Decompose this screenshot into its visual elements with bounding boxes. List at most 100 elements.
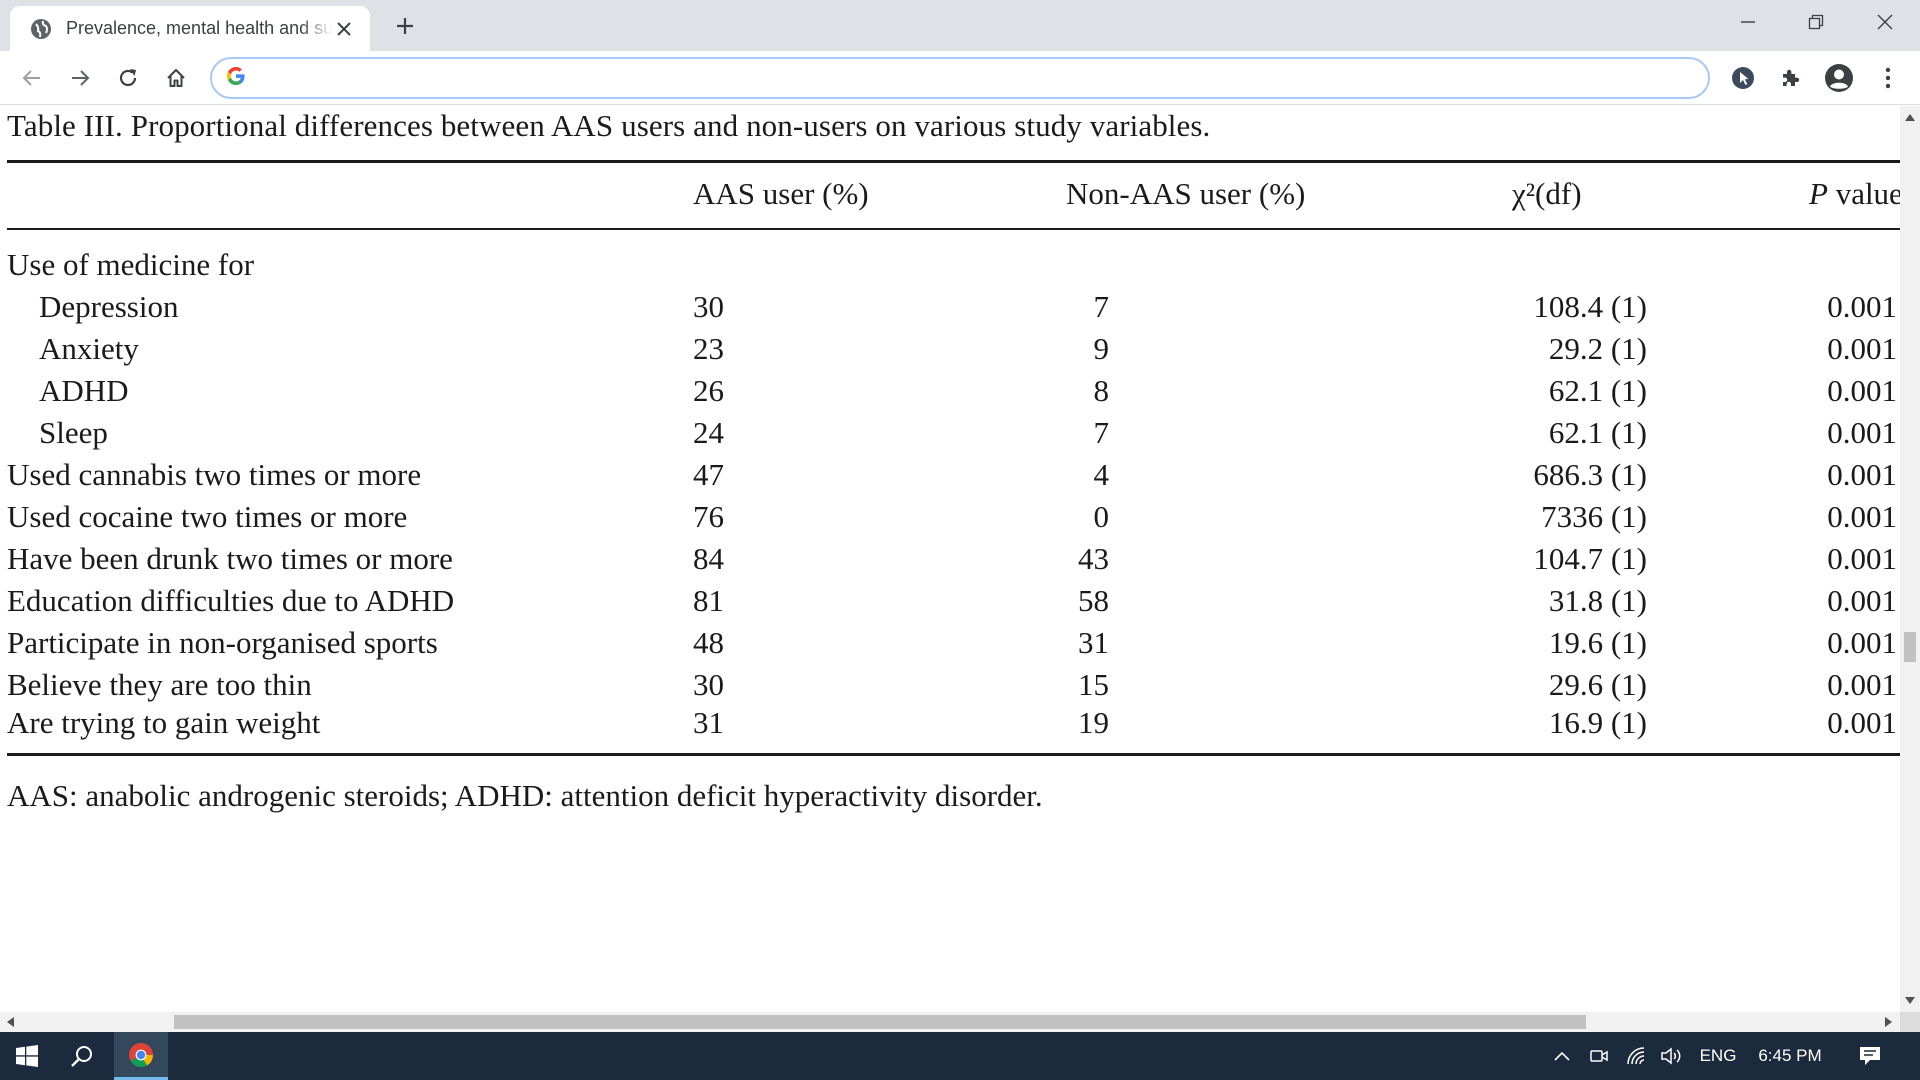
cell-aas: 81 <box>693 583 724 618</box>
table-row: Anxiety 23 9 29.2 (1) 0.001 <box>7 331 1900 373</box>
home-icon[interactable] <box>158 60 194 96</box>
cell-aas: 84 <box>693 541 724 576</box>
plus-icon[interactable] <box>390 11 420 41</box>
row-label: Sleep <box>39 415 108 450</box>
globe-icon <box>30 18 52 40</box>
table-row: Used cannabis two times or more 47 4 686… <box>7 457 1900 499</box>
tab-title: Prevalence, mental health and substance … <box>66 18 332 38</box>
cell-chi: 29.6 (1) <box>1548 667 1647 702</box>
cell-p: 0.001 <box>1827 541 1897 576</box>
scroll-up-arrow-icon[interactable] <box>1905 114 1915 121</box>
cell-non-aas: 58 <box>1078 583 1109 618</box>
cell-p: 0.001 <box>1827 289 1897 324</box>
table-row: ADHD 26 8 62.1 (1) 0.001 <box>7 373 1900 415</box>
table-row: Used cocaine two times or more 76 0 7336… <box>7 499 1900 541</box>
cell-chi: 7336 (1) <box>1541 499 1647 534</box>
row-label: ADHD <box>39 373 129 408</box>
table-row: Sleep 24 7 62.1 (1) 0.001 <box>7 415 1900 457</box>
browser-tab[interactable]: Prevalence, mental health and substance … <box>10 6 370 51</box>
window-close-icon[interactable] <box>1860 0 1910 44</box>
header-non-aas-user: Non-AAS user (%) <box>1066 176 1306 211</box>
wifi-icon[interactable] <box>1622 1032 1652 1080</box>
cell-non-aas: 7 <box>1093 415 1110 450</box>
cell-non-aas: 8 <box>1093 373 1110 408</box>
arrow-right-icon[interactable] <box>62 60 98 96</box>
scrollbar-corner <box>1900 1012 1920 1032</box>
cell-aas: 48 <box>693 625 724 660</box>
header-p-value: P value <box>1809 176 1900 212</box>
chrome-taskbar-icon[interactable] <box>114 1032 168 1080</box>
row-label: Have been drunk two times or more <box>7 541 453 576</box>
cell-aas: 30 <box>693 667 724 702</box>
row-label: Education difficulties due to ADHD <box>7 583 455 618</box>
language-indicator[interactable]: ENG <box>1699 1046 1737 1065</box>
cell-non-aas: 9 <box>1093 331 1110 366</box>
cell-non-aas: 31 <box>1078 625 1109 660</box>
horizontal-scroll-thumb[interactable] <box>174 1015 1586 1029</box>
kebab-menu-icon[interactable] <box>1871 61 1905 95</box>
header-p-italic: P <box>1809 176 1828 211</box>
meet-now-icon[interactable] <box>1584 1032 1614 1080</box>
windows-start-icon[interactable] <box>0 1032 54 1080</box>
cell-aas: 30 <box>693 289 724 324</box>
chevron-up-icon[interactable] <box>1548 1032 1576 1080</box>
profile-icon[interactable] <box>1822 61 1856 95</box>
browser-toolbar <box>0 51 1920 105</box>
notification-icon[interactable] <box>1850 1032 1890 1080</box>
arrow-left-icon[interactable] <box>14 60 50 96</box>
horizontal-scrollbar[interactable] <box>0 1012 1900 1032</box>
minimize-icon[interactable] <box>1723 0 1773 44</box>
scroll-down-arrow-icon[interactable] <box>1905 997 1915 1004</box>
cell-p: 0.001 <box>1827 331 1897 366</box>
vertical-scroll-thumb[interactable] <box>1904 632 1916 662</box>
cell-non-aas: 4 <box>1093 457 1110 492</box>
cell-non-aas: 15 <box>1078 667 1109 702</box>
row-label: Used cannabis two times or more <box>7 457 422 492</box>
cell-aas: 24 <box>693 415 724 450</box>
table-row: Depression 30 7 108.4 (1) 0.001 <box>7 289 1900 331</box>
header-aas-user: AAS user (%) <box>693 176 869 211</box>
cell-p: 0.001 <box>1827 705 1897 740</box>
volume-icon[interactable] <box>1657 1032 1687 1080</box>
row-label: Believe they are too thin <box>7 667 312 702</box>
search-icon[interactable] <box>58 1032 106 1080</box>
cell-chi: 31.8 (1) <box>1548 583 1647 618</box>
cell-chi: 108.4 (1) <box>1533 289 1647 324</box>
cell-p: 0.001 <box>1827 583 1897 618</box>
puzzle-icon[interactable] <box>1774 61 1808 95</box>
table-bottom-rule <box>7 753 1900 756</box>
address-input[interactable] <box>256 61 1708 95</box>
cell-chi: 19.6 (1) <box>1548 625 1647 660</box>
restore-icon[interactable] <box>1791 0 1841 44</box>
cell-aas: 76 <box>693 499 724 534</box>
row-label: Anxiety <box>39 331 139 366</box>
close-icon[interactable] <box>332 17 356 41</box>
cell-p: 0.001 <box>1827 415 1897 450</box>
cursor-extension-icon[interactable] <box>1726 61 1760 95</box>
table-row: Education difficulties due to ADHD 81 58… <box>7 583 1900 625</box>
table-group-row: Use of medicine for <box>7 247 1900 289</box>
cell-non-aas: 7 <box>1093 289 1110 324</box>
scroll-right-arrow-icon[interactable] <box>1885 1017 1892 1027</box>
row-label: Used cocaine two times or more <box>7 499 408 534</box>
table-footnote: AAS: anabolic androgenic steroids; ADHD:… <box>7 778 1043 813</box>
cell-chi: 29.2 (1) <box>1548 331 1647 366</box>
cell-p: 0.001 <box>1827 457 1897 492</box>
row-label: Participate in non-organised sports <box>7 625 438 660</box>
cell-chi: 62.1 (1) <box>1548 415 1647 450</box>
table-row: Believe they are too thin 30 15 29.6 (1)… <box>7 667 1900 709</box>
cell-p: 0.001 <box>1827 667 1897 702</box>
reload-icon[interactable] <box>110 60 146 96</box>
taskbar-clock[interactable]: 6:45 PM <box>1758 1046 1822 1065</box>
cell-aas: 23 <box>693 331 724 366</box>
table-caption: Table III. Proportional differences betw… <box>7 108 1211 143</box>
cell-non-aas: 43 <box>1078 541 1109 576</box>
vertical-scrollbar[interactable] <box>1900 106 1920 1012</box>
table-row: Participate in non-organised sports 48 3… <box>7 625 1900 667</box>
table-row: Are trying to gain weight 31 19 16.9 (1)… <box>7 705 1900 747</box>
cell-chi: 16.9 (1) <box>1548 705 1647 740</box>
cell-non-aas: 0 <box>1093 499 1110 534</box>
scroll-left-arrow-icon[interactable] <box>7 1017 14 1027</box>
google-g-icon <box>226 66 246 91</box>
address-bar[interactable] <box>210 57 1710 99</box>
